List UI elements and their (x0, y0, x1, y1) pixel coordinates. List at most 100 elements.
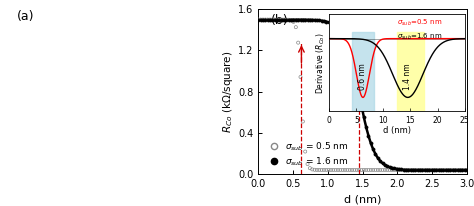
Point (313, 168, 321, 172)
Point (278, 18, 285, 21)
Point (393, 168, 401, 172)
Point (379, 162, 386, 165)
Point (393, 167, 401, 171)
Point (309, 18, 316, 22)
Point (362, 125, 370, 129)
Point (423, 168, 431, 172)
Point (292, 18, 300, 21)
Point (278, 18, 285, 21)
Point (360, 168, 367, 172)
Point (400, 168, 408, 171)
Point (322, 20, 330, 23)
Point (411, 168, 419, 172)
Point (332, 25, 339, 28)
Point (266, 18, 274, 21)
Point (301, 150, 309, 153)
Point (395, 168, 403, 172)
Point (428, 168, 436, 172)
Point (447, 168, 454, 172)
Point (391, 168, 398, 172)
Point (269, 18, 276, 21)
Point (285, 18, 292, 21)
Point (421, 168, 428, 172)
Point (325, 168, 332, 172)
Point (348, 168, 356, 172)
Point (367, 142, 374, 145)
Point (271, 18, 279, 21)
Point (264, 18, 272, 21)
Point (449, 168, 456, 172)
Point (376, 168, 384, 172)
Point (337, 30, 344, 33)
Point (430, 168, 438, 172)
Point (259, 18, 267, 21)
Point (369, 147, 377, 151)
Point (283, 18, 290, 21)
Point (404, 168, 412, 171)
Point (365, 134, 372, 137)
Point (341, 168, 349, 172)
Point (280, 18, 288, 21)
Point (329, 168, 337, 172)
Point (283, 18, 290, 21)
Point (311, 18, 319, 22)
Point (411, 168, 419, 172)
Point (280, 18, 288, 21)
Point (360, 115, 367, 119)
Point (290, 20, 297, 23)
Point (362, 168, 370, 172)
Point (391, 167, 398, 170)
Text: $\sigma_{sub}$=0.5 nm: $\sigma_{sub}$=0.5 nm (397, 17, 442, 28)
Point (327, 168, 335, 172)
Point (458, 168, 466, 172)
Point (318, 19, 325, 22)
Point (414, 168, 421, 172)
Point (419, 168, 426, 172)
Point (374, 168, 382, 172)
Point (322, 168, 330, 172)
Point (449, 168, 456, 172)
Point (440, 168, 447, 172)
Point (451, 168, 459, 172)
Point (381, 168, 389, 172)
Point (442, 168, 450, 172)
Point (320, 168, 328, 172)
Point (287, 18, 295, 21)
Point (306, 18, 314, 21)
Point (262, 18, 269, 21)
Point (356, 93, 363, 96)
Point (287, 19, 295, 22)
Point (407, 168, 414, 171)
Point (344, 44, 351, 48)
Point (433, 168, 440, 172)
Point (259, 18, 267, 21)
Point (271, 18, 279, 21)
Point (351, 71, 358, 74)
Point (414, 168, 421, 172)
Text: 1.4 nm: 1.4 nm (403, 63, 412, 90)
Point (386, 166, 393, 169)
Point (428, 168, 436, 172)
Point (348, 61, 356, 64)
Point (461, 168, 468, 172)
Point (299, 18, 307, 21)
Point (383, 165, 391, 168)
Point (346, 168, 354, 172)
Point (444, 168, 452, 172)
Point (407, 168, 414, 172)
Point (433, 168, 440, 172)
Point (430, 168, 438, 172)
Point (329, 23, 337, 26)
Point (438, 168, 445, 172)
Y-axis label: $R_{Co}$ (k$\Omega$/square): $R_{Co}$ (k$\Omega$/square) (221, 50, 235, 133)
Point (299, 120, 307, 123)
Point (353, 82, 361, 85)
Point (416, 168, 424, 172)
Legend: $\sigma_{sub}$ = 0.5 nm, $\sigma_{sub}$ = 1.6 nm: $\sigma_{sub}$ = 0.5 nm, $\sigma_{sub}$ … (263, 138, 351, 170)
Point (334, 27, 342, 30)
Point (388, 166, 396, 170)
Point (435, 168, 443, 172)
Point (369, 168, 377, 172)
Point (339, 168, 346, 172)
Point (372, 152, 379, 156)
